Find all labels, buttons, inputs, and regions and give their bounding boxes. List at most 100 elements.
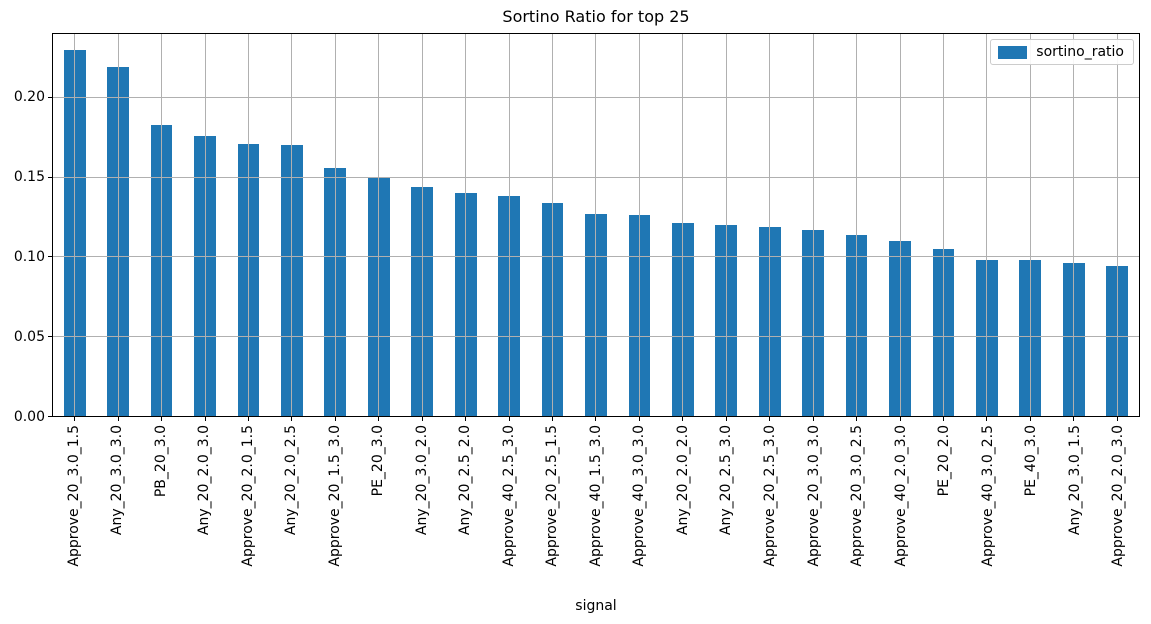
x-tick-label-slot: PE_40_3.0 <box>1009 417 1053 597</box>
v-gridline <box>552 34 554 416</box>
h-gridline <box>53 335 1139 337</box>
bar-slot <box>270 34 313 421</box>
x-tick-mark <box>247 417 249 421</box>
v-gridline <box>595 34 597 416</box>
x-tick-label: Approve_40_3.0_2.5 <box>979 425 996 567</box>
v-gridline <box>117 34 119 416</box>
legend: sortino_ratio <box>990 39 1134 65</box>
x-tick-label: PE_20_3.0 <box>370 425 387 497</box>
x-tick-mark <box>421 417 423 421</box>
x-tick-mark <box>682 417 684 421</box>
v-gridline <box>161 34 163 416</box>
x-tick-label: PE_40_3.0 <box>1023 425 1040 497</box>
x-tick-label: Any_20_3.0_2.0 <box>413 425 430 536</box>
bar-slot <box>1096 34 1139 421</box>
y-tick-mark <box>48 176 52 178</box>
x-axis-tick-labels: Approve_20_3.0_1.5 Any_20_3.0_3.0 PB_20_3.… <box>52 417 1140 597</box>
bar-slot <box>531 34 574 421</box>
x-tick-label-slot: PE_20_3.0 <box>357 417 401 597</box>
v-gridline <box>638 34 640 416</box>
y-tick-label: 0.20 <box>13 89 45 105</box>
x-tick-mark <box>334 417 336 421</box>
x-tick-label: Approve_20_3.0_2.5 <box>849 425 866 567</box>
v-gridline <box>1073 34 1075 416</box>
bar-slot <box>53 34 96 421</box>
v-gridline <box>856 34 858 416</box>
v-gridline <box>1116 34 1118 416</box>
bar-slot <box>618 34 661 421</box>
x-tick-label: Approve_20_2.5_3.0 <box>762 425 778 567</box>
y-tick-mark <box>48 97 52 99</box>
y-tick-label: 0.05 <box>13 329 45 345</box>
x-tick-label: Approve_20_2.5_1.5 <box>544 425 561 567</box>
h-gridline <box>53 97 1139 99</box>
x-tick-label-slot: Approve_20_2.5_1.5 <box>531 417 575 597</box>
bar-slot <box>1052 34 1095 421</box>
x-tick-label-slot: Any_20_2.5_3.0 <box>705 417 749 597</box>
x-tick-label: Approve_20_3.0_1.5 <box>65 425 82 567</box>
legend-label: sortino_ratio <box>1036 44 1124 60</box>
x-tick-label-slot: Any_20_2.0_3.0 <box>183 417 227 597</box>
bar-slot <box>140 34 183 421</box>
x-tick-label: Any_20_2.5_3.0 <box>718 425 735 536</box>
x-tick-label-slot: Approve_20_1.5_3.0 <box>313 417 357 597</box>
y-tick-mark <box>48 256 52 258</box>
v-gridline <box>986 34 988 416</box>
h-gridline <box>53 176 1139 178</box>
x-tick-mark <box>812 417 814 421</box>
x-tick-label: Any_20_2.5_2.0 <box>457 425 474 536</box>
x-tick-label-slot: PE_20_2.0 <box>922 417 966 597</box>
v-gridline <box>74 34 76 416</box>
x-tick-label-slot: Any_20_3.0_2.0 <box>400 417 444 597</box>
x-tick-label-slot: Approve_20_3.0_2.5 <box>835 417 879 597</box>
bar-slot <box>227 34 270 421</box>
x-tick-mark <box>769 417 771 421</box>
chart-title: Sortino Ratio for top 25 <box>502 7 690 26</box>
x-axis-label: signal <box>575 598 617 614</box>
x-tick-label-slot: Approve_20_2.0_3.0 <box>1096 417 1140 597</box>
bar-slot <box>661 34 704 421</box>
x-tick-mark <box>117 417 119 421</box>
y-tick-mark <box>48 335 52 337</box>
x-tick-mark <box>161 417 163 421</box>
x-tick-mark <box>595 417 597 421</box>
x-tick-mark <box>204 417 206 421</box>
x-tick-label: Any_20_2.0_3.0 <box>196 425 213 536</box>
x-tick-label-slot: Approve_40_3.0_2.5 <box>966 417 1010 597</box>
bar-slot <box>314 34 357 421</box>
x-tick-mark <box>725 417 727 421</box>
v-gridline <box>465 34 467 416</box>
bar-slot <box>878 34 921 421</box>
x-tick-label: Approve_20_2.0_3.0 <box>1110 425 1127 567</box>
bar-slot <box>791 34 834 421</box>
bar-slot <box>748 34 791 421</box>
v-gridline <box>682 34 684 416</box>
x-tick-label: Approve_40_1.5_3.0 <box>587 425 604 567</box>
bar-slot <box>922 34 965 421</box>
y-tick-label: 0.00 <box>13 409 45 425</box>
v-gridline <box>334 34 336 416</box>
plot-area: sortino_ratio <box>48 33 1140 421</box>
y-axis-tick-labels: 0.00 0.05 0.10 0.15 0.20 <box>0 33 45 425</box>
x-tick-label: Any_20_3.0_3.0 <box>109 425 126 536</box>
x-tick-label-slot: Any_20_2.5_2.0 <box>444 417 488 597</box>
x-tick-label: Approve_20_2.0_1.5 <box>239 425 256 567</box>
x-tick-mark <box>291 417 293 421</box>
x-tick-label-slot: Approve_20_3.0_3.0 <box>792 417 836 597</box>
x-tick-mark <box>552 417 554 421</box>
x-tick-label-slot: Any_20_2.0_2.5 <box>270 417 314 597</box>
bar-slot <box>1009 34 1052 421</box>
x-tick-mark <box>1116 417 1118 421</box>
bar-slot <box>357 34 400 421</box>
x-tick-mark <box>856 417 858 421</box>
x-tick-label: Any_20_2.0_2.5 <box>283 425 300 536</box>
x-tick-mark <box>1029 417 1031 421</box>
x-tick-label-slot: Approve_20_3.0_1.5 <box>52 417 96 597</box>
v-gridline <box>247 34 249 416</box>
x-tick-mark <box>378 417 380 421</box>
v-gridline <box>812 34 814 416</box>
x-tick-label: Approve_20_3.0_3.0 <box>805 425 822 567</box>
x-tick-label: Approve_40_2.0_3.0 <box>892 425 909 567</box>
bar-slot <box>183 34 226 421</box>
bar-slot <box>574 34 617 421</box>
